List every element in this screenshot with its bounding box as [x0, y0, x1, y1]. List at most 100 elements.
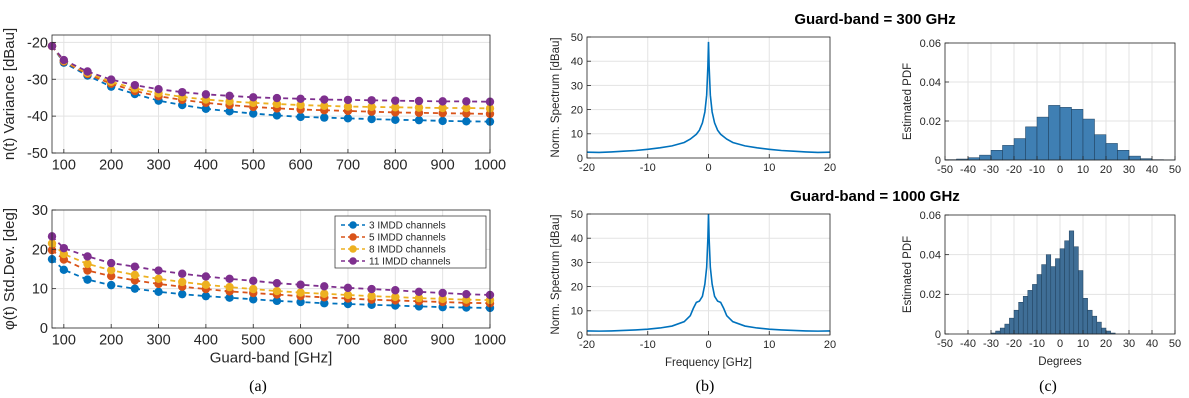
- x-tick-label: 1000: [474, 333, 506, 349]
- panel-c-bottom-pdf: -50 -40 -30 -20 -10 0 10 20 30 40 50 0 0.02 0.04 0.06 E…: [902, 210, 1181, 368]
- data-point: [391, 115, 400, 125]
- x-tick-label: 40: [1146, 338, 1158, 350]
- histogram-bar: [1050, 266, 1056, 335]
- panel-c-top-pdf: -50 -40 -30 -20 -10 0 10 20 30 40 50 0 0.02 0.04 0.06 E…: [902, 38, 1181, 176]
- x-tick-label: -40: [960, 338, 976, 350]
- data-point: [272, 286, 282, 296]
- x-tick-label: 1000: [474, 158, 506, 174]
- x-tick-label: 500: [241, 158, 265, 174]
- legend-marker: [349, 233, 357, 241]
- x-tick-label: 400: [194, 333, 218, 349]
- data-point: [296, 288, 305, 297]
- axes-box: [51, 209, 491, 329]
- data-point: [343, 290, 353, 300]
- caption-b: (b): [696, 378, 715, 395]
- histogram-bar: [1027, 290, 1033, 335]
- legend-label: 11 IMDD channels: [369, 257, 451, 268]
- data-point: [462, 103, 471, 113]
- data-point: [59, 55, 69, 65]
- data-point: [59, 265, 69, 274]
- legend-marker: [349, 257, 357, 265]
- x-tick-label: 20: [1100, 338, 1112, 350]
- data-point: [178, 289, 187, 299]
- data-point: [130, 262, 140, 271]
- data-point: [438, 103, 447, 113]
- data-point: [462, 97, 471, 106]
- data-point: [225, 293, 234, 302]
- x-tick-label: 100: [52, 333, 76, 349]
- histogram-bar: [1018, 302, 1024, 335]
- y-tick-label: -20: [27, 35, 48, 51]
- data-point: [391, 103, 400, 112]
- y-tick-label: 0: [40, 321, 48, 337]
- x-tick-label: 100: [52, 158, 76, 174]
- data-point: [438, 97, 447, 106]
- x-tick-label: -20: [579, 339, 595, 351]
- data-point: [249, 93, 258, 102]
- histogram-bar: [1078, 270, 1084, 335]
- data-point: [225, 91, 234, 101]
- data-point: [296, 100, 305, 110]
- legend-marker: [349, 245, 357, 253]
- x-tick-label: 0: [1057, 338, 1063, 350]
- histogram-bar: [1101, 327, 1107, 335]
- data-point: [83, 252, 92, 261]
- x-tick-label: -40: [960, 164, 976, 176]
- x-tick-label: 400: [194, 158, 218, 174]
- data-point: [296, 112, 305, 122]
- histogram-bar: [1128, 155, 1141, 161]
- y-tick-label: 30: [571, 257, 583, 269]
- y-tick-label: 10: [571, 129, 583, 141]
- histogram-bar: [1013, 138, 1026, 161]
- x-tick-label: 900: [431, 333, 455, 349]
- data-point: [249, 109, 258, 118]
- histogram-bar: [1117, 150, 1130, 161]
- x-tick-label: 900: [431, 158, 455, 174]
- y-tick-label: 0: [935, 329, 941, 341]
- x-tick-label: 20: [824, 162, 836, 174]
- x-tick-label: 600: [288, 333, 312, 349]
- histogram-bar: [1036, 116, 1049, 161]
- histogram-bar: [1105, 330, 1111, 335]
- histogram-bar: [1087, 309, 1093, 335]
- data-point: [438, 116, 447, 126]
- histogram-bar: [1096, 321, 1102, 335]
- data-point: [296, 297, 305, 307]
- data-point: [414, 115, 424, 125]
- x-tick-label: -20: [1006, 338, 1022, 350]
- data-point: [343, 114, 353, 123]
- histogram-bar: [1059, 248, 1065, 335]
- x-tick-label: -50: [937, 164, 953, 176]
- legend-box: [334, 215, 487, 269]
- y-tick-label: 20: [32, 242, 48, 258]
- data-point: [249, 276, 258, 285]
- x-tick-label: 20: [1100, 164, 1112, 176]
- histogram-bar: [1071, 109, 1084, 161]
- histogram-bar: [1064, 240, 1070, 335]
- data-point: [201, 280, 211, 289]
- x-tick-label: 0: [705, 339, 711, 351]
- y-tick-label: 0.02: [920, 116, 941, 128]
- data-point: [320, 289, 329, 298]
- data-point: [320, 282, 329, 291]
- data-point: [367, 102, 376, 112]
- data-point: [320, 299, 329, 308]
- y-axis-label: Norm. Spectrum [dBau]: [550, 37, 562, 157]
- data-point: [178, 277, 187, 287]
- x-tick-label: 10: [763, 162, 775, 174]
- panel-b-bottom-spectrum: -20 -10 0 10 20 0 10 20 30 40 50 Norm. Spectrum [dB…: [550, 209, 836, 369]
- histogram-bar: [990, 150, 1003, 161]
- y-tick-label: 20: [571, 281, 583, 293]
- y-tick-label: 0: [577, 330, 583, 342]
- y-axis-label: n(t) Variance [dBau]: [1, 28, 18, 160]
- y-tick-label: 30: [32, 203, 48, 219]
- data-point: [83, 275, 92, 284]
- y-tick-label: 0.02: [920, 289, 941, 301]
- data-point: [154, 274, 163, 284]
- x-tick-label: 30: [1123, 338, 1135, 350]
- y-tick-label: 50: [571, 209, 583, 221]
- y-tick-label: 0: [935, 155, 941, 167]
- data-point: [272, 93, 282, 103]
- data-point: [83, 259, 92, 269]
